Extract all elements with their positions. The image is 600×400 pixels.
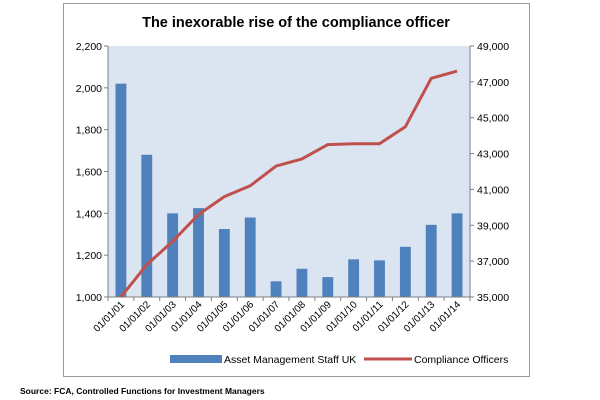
right-tick-label: 37,000 bbox=[477, 256, 509, 268]
left-tick-label: 2,000 bbox=[76, 83, 102, 95]
right-tick-label: 47,000 bbox=[477, 77, 509, 89]
bar-01-01-10 bbox=[348, 259, 360, 297]
bar-01-01-09 bbox=[322, 277, 334, 297]
source-note: Source: FCA, Controlled Functions for In… bbox=[20, 386, 265, 396]
bar-01-01-03 bbox=[167, 213, 179, 297]
legend-bar-label: Asset Management Staff UK bbox=[224, 354, 356, 366]
chart-title: The inexorable rise of the compliance of… bbox=[142, 15, 450, 31]
legend: Asset Management Staff UK Compliance Off… bbox=[170, 354, 508, 366]
left-tick-label: 1,000 bbox=[76, 292, 102, 304]
left-tick-label: 2,200 bbox=[76, 41, 102, 53]
bar-01-01-11 bbox=[374, 260, 385, 297]
right-tick-label: 35,000 bbox=[477, 292, 509, 304]
right-tick-label: 45,000 bbox=[477, 113, 509, 125]
bar-01-01-13 bbox=[425, 224, 437, 297]
right-tick-label: 41,000 bbox=[477, 184, 509, 196]
bar-01-01-14 bbox=[451, 213, 463, 297]
combo-chart: The inexorable rise of the compliance of… bbox=[76, 15, 510, 366]
bar-01-01-05 bbox=[218, 229, 230, 297]
plot-area bbox=[108, 46, 470, 297]
left-tick-label: 1,600 bbox=[76, 167, 102, 179]
left-tick-label: 1,800 bbox=[76, 125, 102, 137]
chart-frame: The inexorable rise of the compliance of… bbox=[63, 3, 530, 377]
left-tick-label: 1,200 bbox=[76, 250, 102, 262]
left-tick-label: 1,400 bbox=[76, 208, 102, 220]
bar-01-01-07 bbox=[270, 281, 282, 297]
bar-01-01-12 bbox=[399, 246, 411, 297]
right-tick-label: 43,000 bbox=[477, 149, 509, 161]
bar-01-01-06 bbox=[244, 217, 256, 297]
bar-01-01-08 bbox=[296, 268, 308, 297]
bar-01-01-02 bbox=[141, 154, 153, 297]
legend-line-label: Compliance Officers bbox=[414, 354, 508, 366]
bar-01-01-01 bbox=[115, 83, 127, 298]
right-tick-label: 49,000 bbox=[477, 41, 509, 53]
right-tick-label: 39,000 bbox=[477, 220, 509, 232]
bar-01-01-04 bbox=[193, 208, 204, 297]
compliance-officers-line bbox=[119, 69, 458, 298]
legend-bar-swatch bbox=[170, 355, 222, 363]
